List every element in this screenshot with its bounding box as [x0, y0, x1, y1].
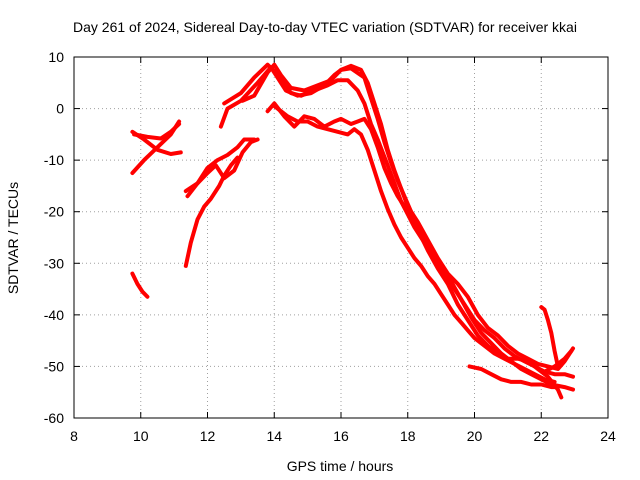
x-tick-label: 16	[333, 428, 349, 444]
y-tick-label: 0	[56, 101, 64, 117]
x-axis-label: GPS time / hours	[287, 458, 394, 474]
series-trace-4	[132, 122, 182, 141]
x-tick-label: 24	[600, 428, 616, 444]
grid	[74, 57, 608, 418]
x-tick-label: 14	[266, 428, 282, 444]
x-tick-label: 22	[533, 428, 549, 444]
plot-frame	[73, 56, 609, 419]
y-tick-label: -50	[44, 358, 64, 374]
series-trace-8	[218, 63, 575, 371]
series-trace-5	[183, 155, 240, 268]
series-trace-7	[183, 137, 257, 194]
y-tick-label: -60	[44, 410, 64, 426]
y-tick-label: -30	[44, 255, 64, 271]
series-trace-1	[130, 271, 150, 299]
x-tick-label: 10	[133, 428, 149, 444]
y-tick-label: -40	[44, 307, 64, 323]
series-trace-9	[222, 62, 575, 379]
series-trace-14	[539, 305, 560, 369]
series-trace-13	[467, 364, 560, 390]
series-trace-12	[272, 104, 557, 384]
y-axis-label: SDTVAR / TECUs	[5, 182, 21, 294]
y-tick-label: -10	[44, 152, 64, 168]
x-tick-label: 8	[70, 428, 78, 444]
series-trace-6	[185, 137, 260, 199]
data-series	[130, 62, 575, 400]
series-trace-11	[265, 101, 564, 400]
x-tick-label: 12	[200, 428, 216, 444]
series-trace-15	[542, 349, 574, 374]
y-tick-label: -20	[44, 204, 64, 220]
chart-title: Day 261 of 2024, Sidereal Day-to-day VTE…	[73, 19, 577, 35]
x-tick-label: 18	[400, 428, 416, 444]
x-tick-label: 20	[467, 428, 483, 444]
y-tick-label: 10	[48, 49, 64, 65]
